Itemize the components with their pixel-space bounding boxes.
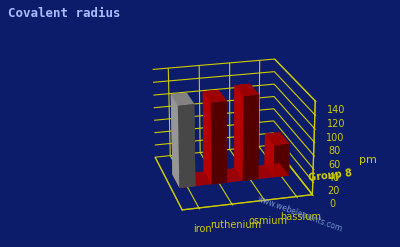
Text: Covalent radius: Covalent radius [8, 7, 120, 21]
Text: www.webelements.com: www.webelements.com [256, 195, 344, 234]
